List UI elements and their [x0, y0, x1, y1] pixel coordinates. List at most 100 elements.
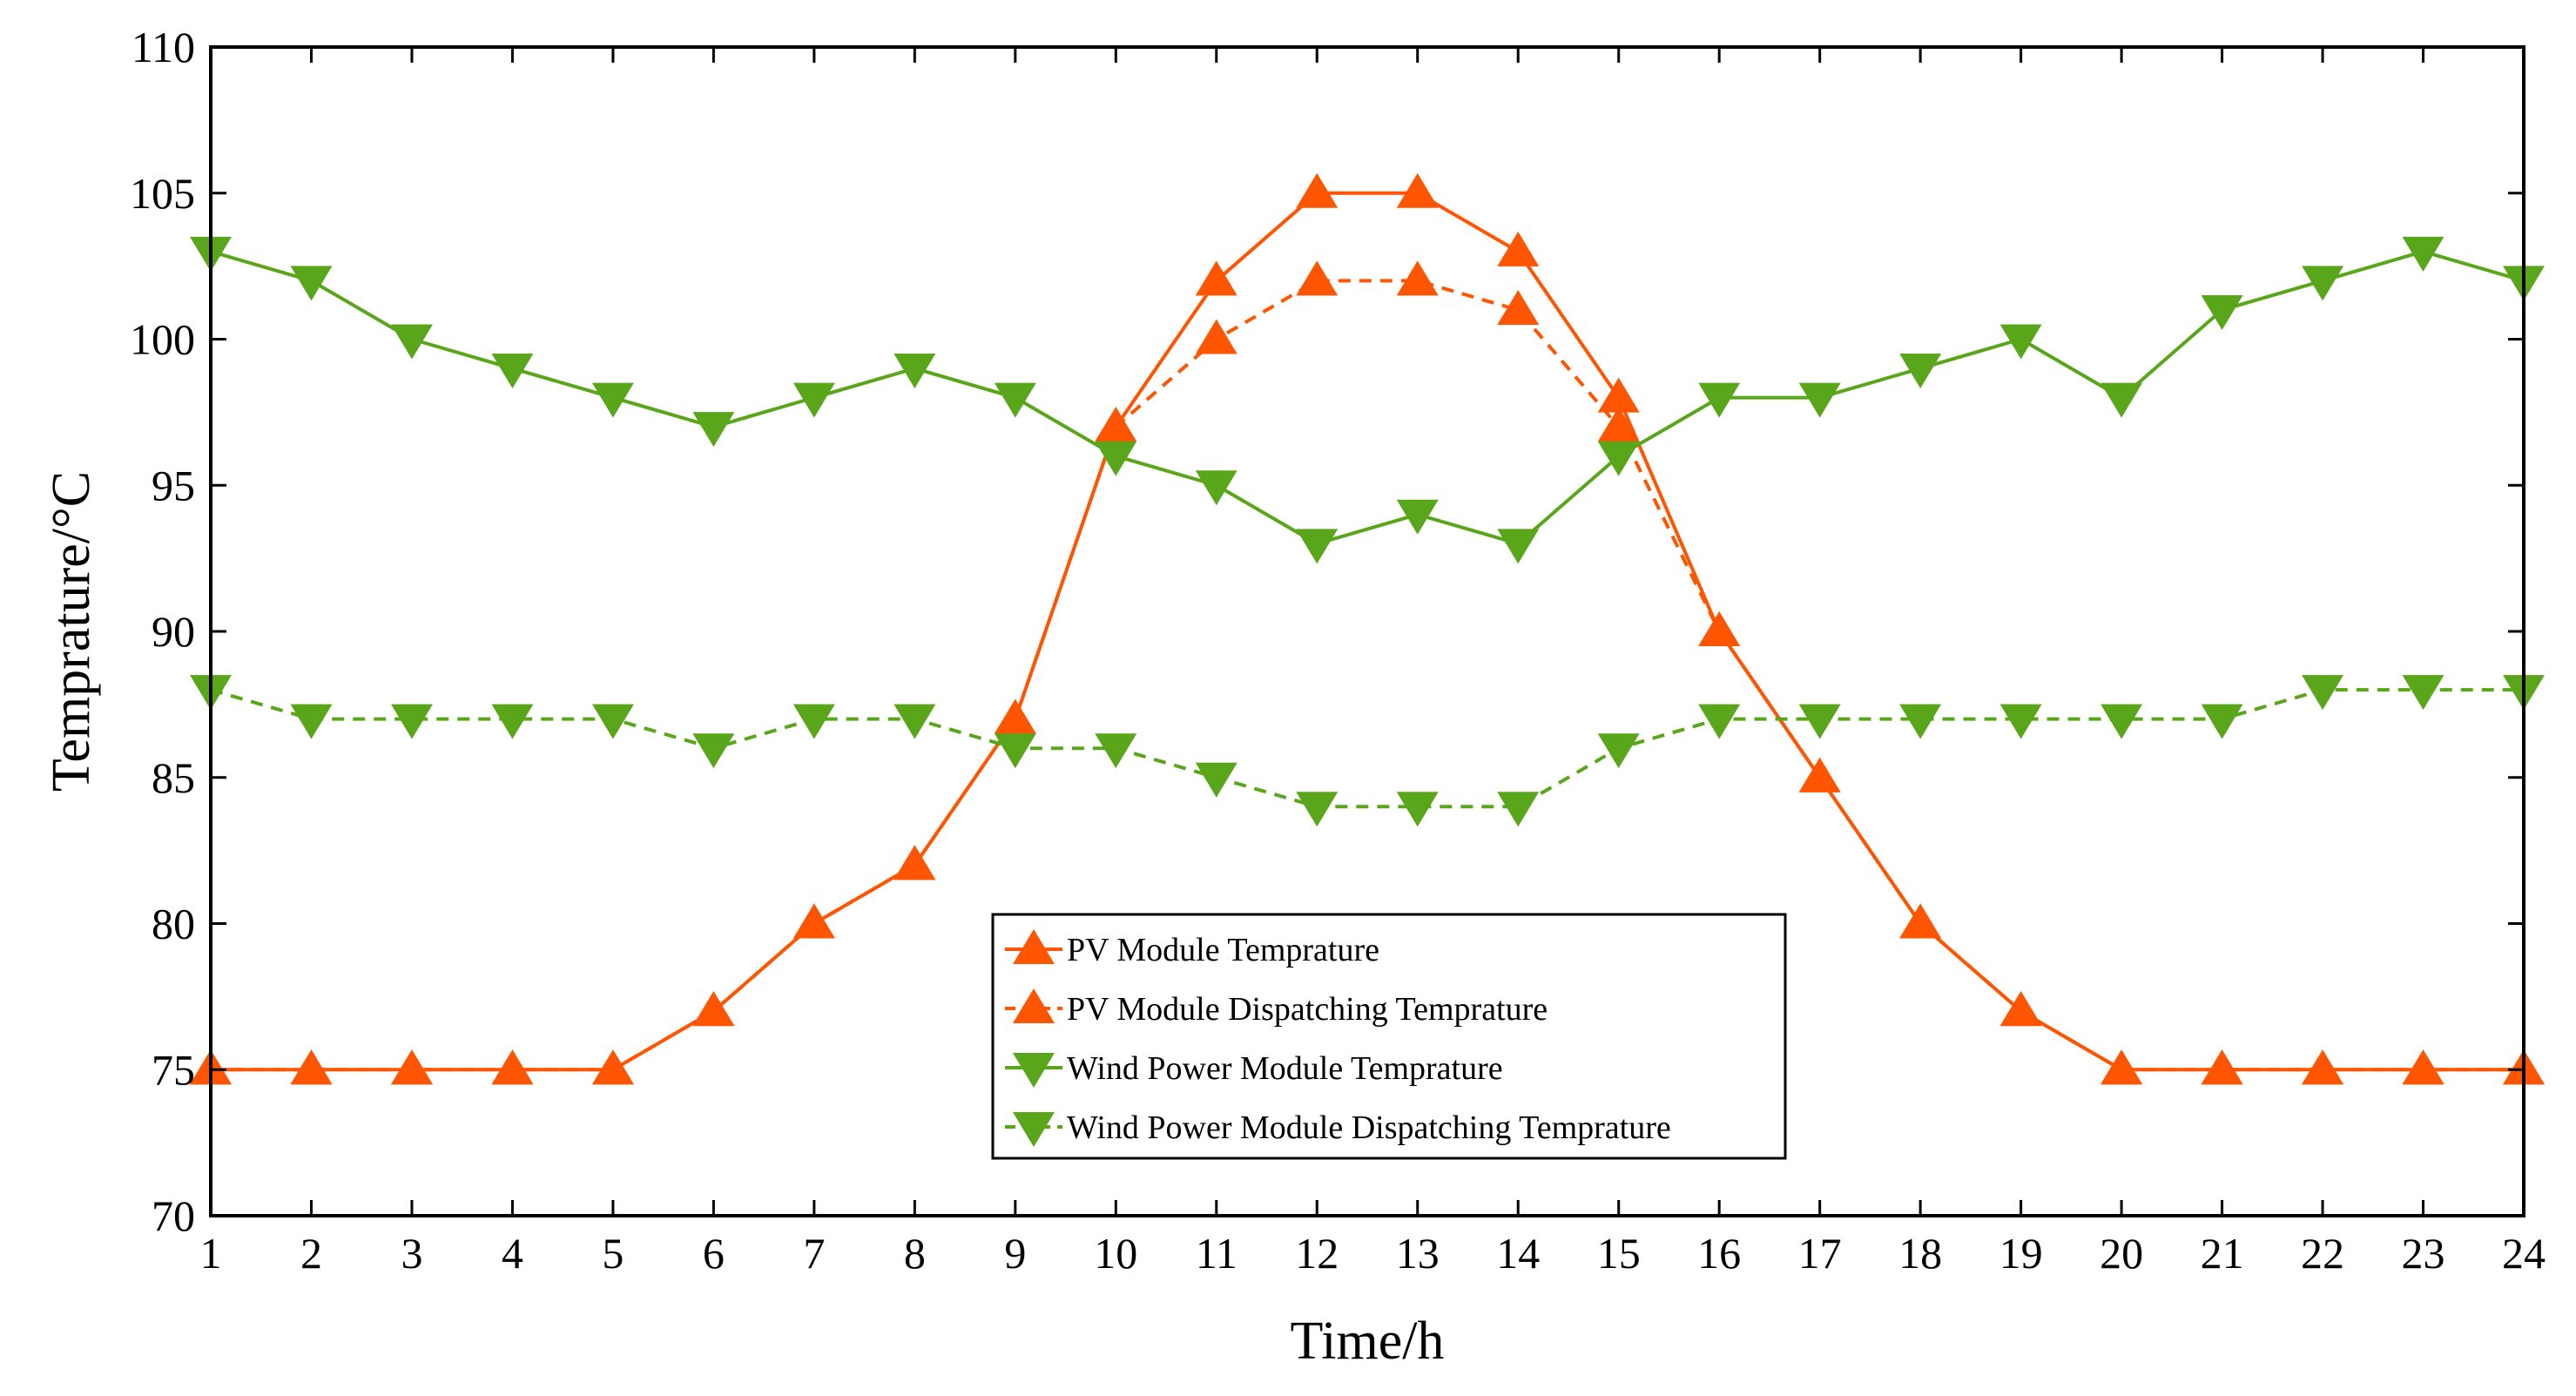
data-point	[1597, 733, 1640, 769]
data-point	[1899, 354, 1942, 389]
legend-marker	[1013, 988, 1055, 1023]
legend-label: PV Module Dispatching Temprature	[1067, 991, 1548, 1028]
data-point	[1195, 260, 1237, 296]
series-line	[210, 249, 2525, 546]
data-point	[792, 382, 835, 418]
data-point	[1698, 382, 1741, 418]
data-point	[994, 733, 1036, 769]
series-line	[211, 279, 2524, 1072]
data-point	[1296, 529, 1339, 564]
series-line	[210, 688, 2524, 809]
x-tick-label: 7	[803, 1229, 825, 1278]
x-tick-label: 10	[1094, 1229, 1137, 1278]
data-point	[894, 704, 936, 739]
data-point	[1698, 704, 1741, 739]
data-point	[591, 704, 634, 739]
data-point	[591, 382, 634, 418]
data-point	[994, 382, 1036, 418]
legend-marker	[1013, 1053, 1055, 1088]
data-point	[2402, 1049, 2445, 1085]
data-point	[2302, 1049, 2344, 1085]
data-point	[792, 903, 835, 939]
series-4	[190, 675, 2545, 827]
data-point	[290, 266, 333, 301]
data-point	[1999, 324, 2042, 360]
x-tick-label: 16	[1697, 1229, 1741, 1278]
x-tick-label: 2	[300, 1229, 322, 1278]
data-point	[390, 324, 433, 360]
data-point	[1296, 260, 1339, 296]
data-point	[1999, 991, 2042, 1027]
x-tick-label: 6	[703, 1229, 725, 1278]
data-point	[1296, 792, 1339, 827]
x-tick-label: 11	[1196, 1229, 1237, 1278]
data-point	[1899, 903, 1942, 939]
x-axis-label: Time/h	[1291, 1312, 1445, 1371]
x-tick-label: 17	[1798, 1229, 1842, 1278]
x-tick-label: 13	[1396, 1229, 1440, 1278]
data-point	[1597, 441, 1640, 476]
legend-marker	[1013, 929, 1055, 964]
y-tick-label: 70	[152, 1191, 195, 1240]
x-tick-label: 12	[1295, 1229, 1339, 1278]
y-tick-label: 85	[152, 753, 195, 802]
y-axis-label: Temprature/°C	[42, 471, 101, 792]
data-point	[591, 1049, 634, 1085]
data-point	[1497, 529, 1540, 564]
data-point	[491, 704, 534, 739]
x-tick-label: 22	[2301, 1229, 2344, 1278]
data-point	[2201, 704, 2243, 739]
data-point	[994, 698, 1036, 734]
data-point	[290, 704, 333, 739]
data-point	[2201, 294, 2243, 330]
legend-label: Wind Power Module Dispatching Temprature	[1067, 1109, 1671, 1146]
data-point	[1095, 441, 1137, 476]
data-point	[1095, 407, 1137, 442]
axis-ticks: 1 2 3 4 5 6 7 8 9 10 11 12 13 14 15 16 17 18 19 20 21 22 23 247…	[130, 23, 2546, 1278]
data-point	[1497, 289, 1540, 325]
data-point	[1195, 762, 1237, 798]
data-point	[1999, 704, 2042, 739]
legend-label: Wind Power Module Temprature	[1067, 1050, 1503, 1087]
data-point	[1296, 172, 1339, 208]
data-point	[1396, 792, 1439, 827]
series-2	[190, 260, 2545, 1085]
data-point	[491, 354, 534, 389]
legend: PV Module Temprature PV Module Dispatchin…	[991, 913, 1787, 1160]
x-tick-label: 23	[2402, 1229, 2445, 1278]
data-point	[1798, 382, 1841, 418]
series-layer	[190, 172, 2545, 1085]
y-tick-label: 105	[130, 169, 195, 218]
x-tick-label: 8	[904, 1229, 926, 1278]
x-tick-label: 15	[1597, 1229, 1641, 1278]
x-tick-label: 9	[1004, 1229, 1026, 1278]
data-point	[1798, 757, 1841, 792]
data-point	[1497, 231, 1540, 266]
y-tick-label: 75	[152, 1045, 195, 1094]
data-point	[290, 1049, 333, 1085]
data-point	[1497, 792, 1540, 827]
data-point	[390, 1049, 433, 1085]
data-point	[2201, 1049, 2243, 1085]
data-point	[1698, 611, 1741, 646]
data-point	[2302, 266, 2344, 301]
data-point	[1095, 733, 1137, 769]
x-tick-label: 14	[1496, 1229, 1540, 1278]
data-point	[390, 704, 433, 739]
data-point	[2101, 382, 2143, 418]
legend-box	[991, 913, 1787, 1160]
data-point	[2101, 1049, 2143, 1085]
data-point	[1798, 704, 1841, 739]
data-point	[692, 412, 735, 448]
x-tick-label: 20	[2100, 1229, 2143, 1278]
data-point	[1396, 260, 1439, 296]
x-tick-label: 19	[1999, 1229, 2043, 1278]
data-point	[1396, 172, 1439, 208]
data-point	[894, 354, 936, 389]
x-tick-label: 5	[602, 1229, 624, 1278]
data-point	[1396, 499, 1439, 535]
data-point	[2101, 704, 2143, 739]
data-point	[894, 845, 936, 880]
data-point	[792, 704, 835, 739]
